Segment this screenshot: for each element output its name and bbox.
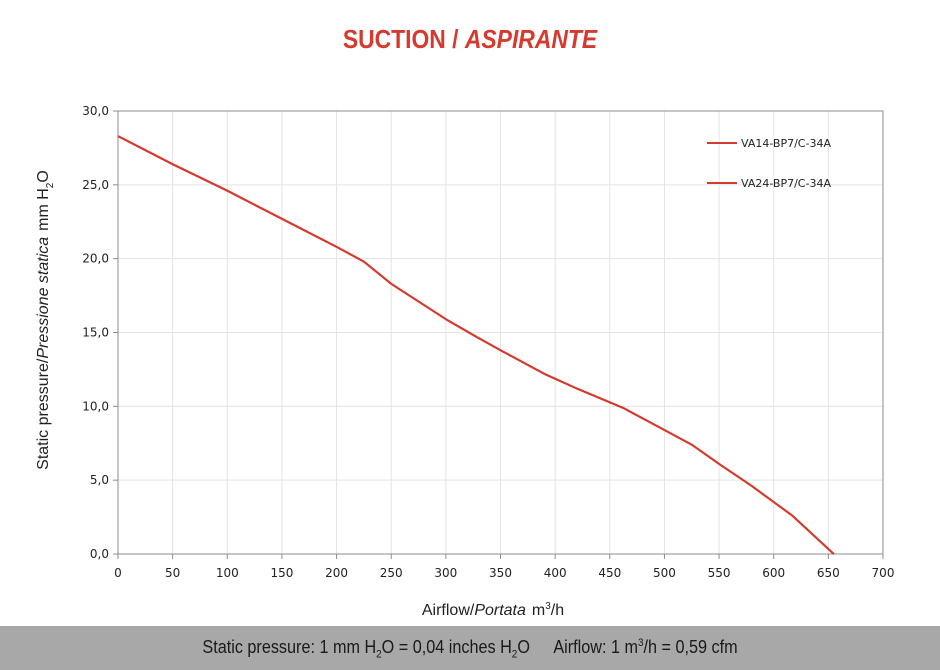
x-tick-label: 450 — [598, 566, 621, 580]
chart-title-main: SUCTION / — [342, 24, 465, 54]
x-tick-label: 700 — [872, 566, 895, 580]
x-tick-label: 500 — [653, 566, 676, 580]
x-tick-label: 250 — [380, 566, 403, 580]
y-tick-label: 10,0 — [82, 399, 109, 413]
x-tick-label: 0 — [114, 566, 122, 580]
line-chart: 0,0 5,0 10,0 15,0 20,0 25,0 30,0 0 50 100 150 200 25… — [35, 104, 894, 619]
chart-grid — [118, 111, 883, 554]
y-tick-label: 25,0 — [82, 178, 109, 192]
footer-bar: Static pressure: 1 mm H2O = 0,04 inches … — [0, 626, 940, 670]
chart-title-italic: ASPIRANTE — [464, 24, 598, 54]
chart-title: SUCTION / ASPIRANTE — [56, 24, 883, 55]
x-tick-label: 550 — [708, 566, 731, 580]
y-axis-title: Static pressure/Pressione staticamm H2O — [35, 170, 56, 470]
y-tick-label: 15,0 — [82, 326, 109, 340]
series-line-2 — [117, 135, 835, 555]
x-tick-label: 200 — [325, 566, 348, 580]
series-line-1 — [117, 135, 835, 555]
legend-label: VA14-BP7/C-34A — [741, 137, 831, 150]
x-tick-label: 400 — [544, 566, 567, 580]
legend: VA14-BP7/C-34A VA24-BP7/C-34A — [707, 137, 831, 190]
x-tick-label: 650 — [817, 566, 840, 580]
x-tick-label: 100 — [216, 566, 239, 580]
series-layer — [117, 135, 835, 555]
y-tick-label: 20,0 — [82, 252, 109, 266]
y-tick-label: 0,0 — [90, 547, 109, 561]
x-tick-label: 600 — [762, 566, 785, 580]
x-tick-label: 300 — [434, 566, 457, 580]
axis-ticks: 0,0 5,0 10,0 15,0 20,0 25,0 30,0 0 50 100 150 200 25… — [82, 104, 894, 580]
legend-label: VA24-BP7/C-34A — [741, 177, 831, 190]
x-tick-label: 50 — [165, 566, 180, 580]
x-tick-label: 150 — [270, 566, 293, 580]
y-tick-label: 30,0 — [82, 104, 109, 118]
footer-conversion-text: Static pressure: 1 mm H2O = 0,04 inches … — [202, 637, 738, 661]
x-axis-title: Airflow/Portata m3/h — [422, 601, 564, 619]
y-tick-label: 5,0 — [90, 473, 109, 487]
x-tick-label: 350 — [489, 566, 512, 580]
